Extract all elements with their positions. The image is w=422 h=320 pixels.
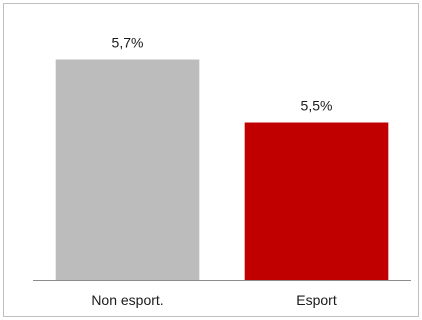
data-label-0: 5,7% — [112, 35, 144, 51]
data-label-1: 5,5% — [301, 98, 333, 114]
data-labels-group: 5,7% 5,5% — [112, 35, 333, 114]
bar-1 — [244, 122, 389, 280]
category-label-0: Non esport. — [91, 292, 163, 308]
category-labels-group: Non esport. Esport — [91, 292, 337, 308]
bars-group — [55, 59, 389, 280]
category-label-1: Esport — [296, 292, 337, 308]
bar-0 — [55, 59, 200, 280]
